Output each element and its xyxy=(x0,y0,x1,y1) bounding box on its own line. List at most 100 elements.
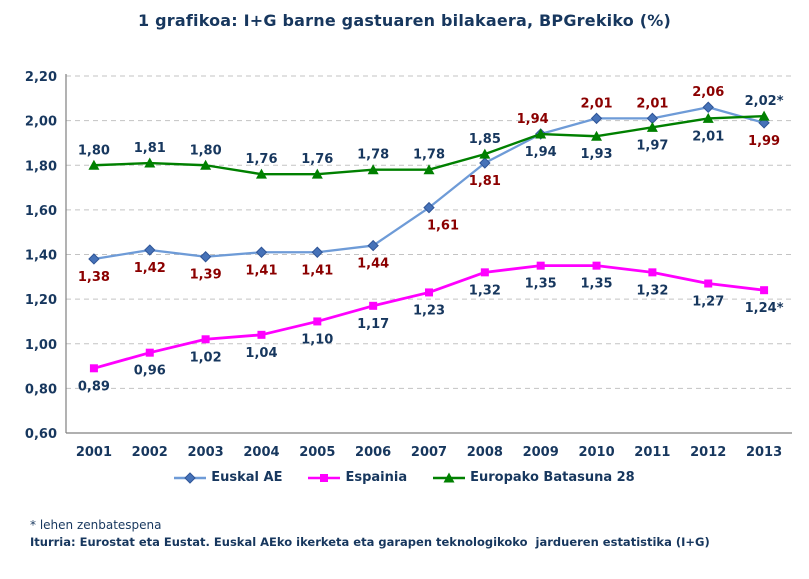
data-label-euskal-ae: 1,61 xyxy=(427,219,459,234)
data-label-espainia: 1,32 xyxy=(636,283,668,298)
line-chart: 0,60 0,80 1,00 1,20 1,40 1,60 1,80 2,00 2,20 2001… xyxy=(25,70,792,460)
data-label-espainia: 0,96 xyxy=(134,364,166,379)
data-label-euskal-ae: 1,41 xyxy=(301,263,333,278)
data-label-euskal-ae: 1,81 xyxy=(469,174,501,189)
data-label-euskal-ae: 1,42 xyxy=(134,261,166,276)
marker-europako-batasuna-28-triangle-icon xyxy=(423,164,435,175)
x-axis-label: 2008 xyxy=(467,445,503,460)
data-label-espainia: 1,35 xyxy=(525,277,557,292)
y-axis-label: 1,80 xyxy=(25,159,57,174)
marker-europako-batasuna-28-triangle-icon xyxy=(311,168,323,179)
legend-marker-euskal-ae-diamond-icon xyxy=(184,471,196,484)
data-label-euskal-ae: 2,06 xyxy=(692,85,724,100)
chart-title: 1 grafikoa: I+G barne gastuaren bilakaer… xyxy=(138,11,671,30)
data-label-europako-batasuna-28: 1,78 xyxy=(357,148,389,163)
marker-espainia-square-icon xyxy=(313,317,322,326)
espainia-line-marker-icon xyxy=(308,473,341,482)
legend: Euskal AE Espainia Europako Batasuna 28 xyxy=(0,470,809,485)
marker-espainia-square-icon xyxy=(425,288,433,297)
legend-label-espainia: Espainia xyxy=(345,470,408,485)
data-label-euskal-ae: 2,01 xyxy=(580,96,612,111)
data-label-euskal-ae: 1,41 xyxy=(245,263,277,278)
data-label-europako-batasuna-28: 1,85 xyxy=(469,132,501,147)
x-axis-label: 2011 xyxy=(634,445,670,460)
x-axis-label: 2005 xyxy=(299,445,335,460)
x-axis-label: 2002 xyxy=(132,445,168,460)
data-label-euskal-ae: 1,38 xyxy=(78,270,110,285)
marker-euskal-ae-diamond-icon xyxy=(311,246,324,258)
marker-espainia-square-icon xyxy=(648,268,657,277)
x-axis-label: 2012 xyxy=(690,445,726,460)
x-axis-label: 2004 xyxy=(243,445,279,460)
x-axis-label: 2010 xyxy=(578,445,614,460)
footnotes: * lehen zenbatespena Iturria: Eurostat e… xyxy=(30,518,790,549)
x-axis-label: 2013 xyxy=(746,445,782,460)
marker-euskal-ae-diamond-icon xyxy=(758,117,770,129)
data-label-europako-batasuna-28: 1,97 xyxy=(636,138,668,153)
marker-espainia-square-icon xyxy=(704,279,713,288)
marker-europako-batasuna-28-triangle-icon xyxy=(367,164,379,175)
data-label-espainia: 1,02 xyxy=(190,350,222,365)
data-label-euskal-ae: 1,44 xyxy=(357,257,389,272)
data-label-espainia: 1,24* xyxy=(745,301,784,316)
europako-batasuna-28-line-marker-icon xyxy=(433,472,466,482)
marker-espainia-square-icon xyxy=(369,301,378,310)
data-label-espainia: 1,10 xyxy=(301,332,333,347)
marker-europako-batasuna-28-triangle-icon xyxy=(758,110,770,121)
y-axis-label: 1,20 xyxy=(25,293,57,308)
data-label-europako-batasuna-28: 1,78 xyxy=(413,148,445,163)
marker-euskal-ae-diamond-icon xyxy=(88,253,100,265)
marker-euskal-ae-diamond-icon xyxy=(702,101,714,113)
marker-espainia-square-icon xyxy=(480,268,489,277)
marker-euskal-ae-diamond-icon xyxy=(144,244,156,256)
y-axis-label: 1,00 xyxy=(25,338,57,353)
x-axis-label: 2003 xyxy=(188,445,224,460)
footnote-estimate: * lehen zenbatespena xyxy=(30,518,162,532)
x-axis-label: 2009 xyxy=(523,445,559,460)
data-label-espainia: 1,17 xyxy=(357,317,389,332)
data-label-europako-batasuna-28: 2,02* xyxy=(745,94,784,109)
x-axis-label: 2001 xyxy=(76,445,112,460)
marker-europako-batasuna-28-triangle-icon xyxy=(702,112,714,123)
marker-espainia-square-icon xyxy=(145,348,154,357)
marker-europako-batasuna-28-triangle-icon xyxy=(200,159,212,170)
data-label-euskal-ae: 1,94 xyxy=(517,112,549,127)
marker-espainia-square-icon xyxy=(201,335,210,344)
data-label-europako-batasuna-28: 2,01 xyxy=(692,129,724,144)
data-label-europako-batasuna-28: 1,76 xyxy=(245,152,277,167)
y-axis-label: 0,80 xyxy=(25,382,57,397)
y-axis-label: 2,20 xyxy=(25,70,57,85)
series-line-euskal-ae xyxy=(93,106,765,261)
marker-europako-batasuna-28-triangle-icon xyxy=(535,128,547,139)
legend-item-espainia: Espainia xyxy=(308,470,407,485)
marker-euskal-ae-diamond-icon xyxy=(199,251,212,263)
data-label-euskal-ae: 1,39 xyxy=(190,268,222,283)
data-label-europako-batasuna-28: 1,80 xyxy=(78,143,110,158)
data-label-europako-batasuna-28: 1,93 xyxy=(580,147,612,162)
data-label-europako-batasuna-28: 1,76 xyxy=(301,152,333,167)
data-label-euskal-ae: 2,01 xyxy=(636,96,668,111)
data-label-espainia: 0,89 xyxy=(78,379,110,394)
legend-item-europako-batasuna-28: Europako Batasuna 28 xyxy=(433,470,635,485)
y-axis-label: 1,60 xyxy=(25,204,57,219)
marker-euskal-ae-diamond-icon xyxy=(367,239,379,252)
marker-espainia-square-icon xyxy=(592,261,601,270)
data-label-europako-batasuna-28: 1,94 xyxy=(525,145,557,160)
data-label-europako-batasuna-28: 1,81 xyxy=(134,141,166,156)
marker-espainia-square-icon xyxy=(536,261,545,270)
marker-espainia-square-icon xyxy=(760,286,769,295)
data-label-espainia: 1,04 xyxy=(245,346,277,361)
marker-europako-batasuna-28-triangle-icon xyxy=(479,148,491,159)
marker-europako-batasuna-28-triangle-icon xyxy=(646,121,658,132)
y-axis-label: 0,60 xyxy=(25,427,57,442)
data-label-espainia: 1,35 xyxy=(580,277,612,292)
marker-euskal-ae-diamond-icon xyxy=(590,112,603,125)
data-label-espainia: 1,27 xyxy=(692,295,724,310)
marker-euskal-ae-diamond-icon xyxy=(255,246,268,258)
data-label-espainia: 1,32 xyxy=(469,283,501,298)
legend-marker-espainia-square-icon xyxy=(320,473,329,482)
marker-europako-batasuna-28-triangle-icon xyxy=(88,159,100,170)
marker-europako-batasuna-28-triangle-icon xyxy=(255,168,267,179)
marker-europako-batasuna-28-triangle-icon xyxy=(591,130,603,141)
